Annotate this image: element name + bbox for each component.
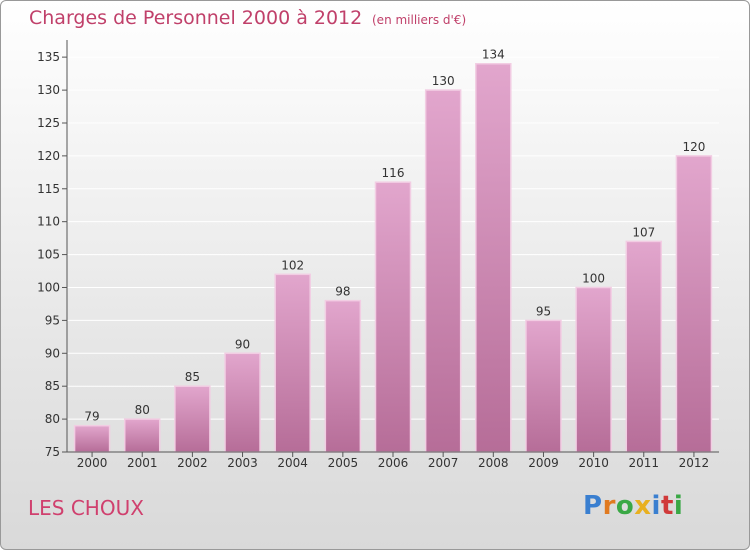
logo-letter: r: [602, 491, 616, 521]
x-tick-label: 2012: [679, 456, 710, 470]
bar: [475, 62, 512, 453]
y-tick-label: 105: [37, 248, 60, 262]
data-labels: 79 80 85 90 102 98 116 130 134 95 100 107 120: [84, 48, 705, 424]
axes: 75 80 85 90 95 100 105 110 115 120 125 130 135 2000 20…: [37, 40, 719, 470]
bar: [575, 286, 612, 453]
bar: [73, 424, 111, 453]
x-tick-label: 2000: [77, 456, 108, 470]
data-label: 95: [536, 304, 551, 318]
logo-letter: x: [634, 491, 652, 521]
data-label: 100: [582, 271, 605, 285]
y-tick-label: 75: [45, 445, 60, 459]
data-label: 85: [185, 370, 200, 384]
proxiti-logo: Proxiti: [583, 491, 683, 521]
place-name: LES CHOUX: [28, 496, 144, 520]
x-tick-label: 2010: [578, 456, 609, 470]
bar: [274, 273, 311, 453]
x-tick-label: 2011: [628, 456, 659, 470]
x-tick-label: 2005: [328, 456, 359, 470]
x-tick-label: 2009: [528, 456, 559, 470]
bars: [73, 62, 713, 453]
data-label: 90: [235, 337, 250, 351]
data-label: 107: [632, 225, 655, 239]
y-tick-label: 80: [45, 412, 60, 426]
y-tick-label: 135: [37, 50, 60, 64]
bar: [424, 89, 462, 453]
y-tick-label: 85: [45, 379, 60, 393]
y-tick-label: 100: [37, 280, 60, 294]
logo-letter: i: [651, 491, 661, 521]
bar: [123, 418, 161, 453]
bar: [324, 299, 362, 453]
logo-letter: P: [583, 491, 603, 521]
y-tick-label: 115: [37, 182, 60, 196]
chart-title: Charges de Personnel 2000 à 2012: [29, 7, 363, 29]
x-tick-label: 2001: [127, 456, 158, 470]
y-tick-label: 130: [37, 83, 60, 97]
data-label: 102: [281, 258, 304, 272]
data-label: 116: [382, 166, 405, 180]
bar: [675, 155, 713, 453]
bar: [174, 385, 211, 453]
logo-letter: o: [615, 491, 635, 521]
bar: [525, 319, 562, 453]
logo-letter: t: [660, 491, 674, 521]
logo-letter: i: [673, 491, 684, 521]
data-label: 130: [432, 74, 455, 88]
y-tick-label: 90: [45, 346, 60, 360]
x-tick-label: 2006: [378, 456, 409, 470]
x-tick-label: 2008: [478, 456, 509, 470]
y-tick-label: 125: [37, 116, 60, 130]
data-label: 134: [482, 48, 505, 62]
y-tick-label: 95: [45, 313, 60, 327]
bar: [374, 181, 412, 453]
bar: [224, 352, 261, 453]
x-tick-label: 2007: [428, 456, 459, 470]
data-label: 80: [135, 403, 150, 417]
chart-subtitle: (en milliers d'€): [372, 13, 467, 27]
bar: [625, 240, 663, 453]
x-tick-label: 2002: [177, 456, 208, 470]
x-tick-label: 2003: [227, 456, 258, 470]
data-label: 120: [682, 140, 705, 154]
data-label: 79: [84, 410, 99, 424]
x-tick-label: 2004: [277, 456, 308, 470]
y-tick-label: 110: [37, 215, 60, 229]
data-label: 98: [335, 285, 350, 299]
y-tick-label: 120: [37, 149, 60, 163]
